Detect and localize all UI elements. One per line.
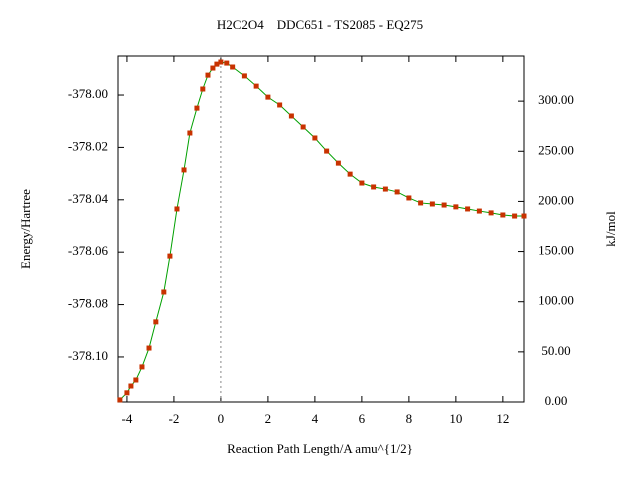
chart-title: H2C2O4 DDC651 - TS2085 - EQ275 (217, 17, 423, 32)
data-point (133, 377, 139, 383)
x-tick-label: 10 (449, 411, 462, 426)
data-point (418, 200, 424, 206)
data-point (371, 184, 377, 190)
data-point (465, 206, 471, 212)
data-point (128, 383, 134, 389)
x-tick-label: 2 (265, 411, 272, 426)
y-tick-label: -378.06 (68, 243, 109, 258)
series-line (119, 61, 524, 401)
data-point (253, 83, 259, 89)
data-point (382, 186, 388, 192)
data-point (241, 73, 247, 79)
data-point (174, 206, 180, 212)
data-point (347, 171, 353, 177)
y2-tick-label: 300.00 (538, 92, 574, 107)
data-point (194, 105, 200, 111)
data-point (288, 113, 294, 119)
data-point (488, 210, 494, 216)
y-tick-label: -378.02 (68, 138, 108, 153)
data-point (300, 124, 306, 130)
y-tick-label: -378.00 (68, 86, 108, 101)
data-point (146, 345, 152, 351)
y2-tick-label: 150.00 (538, 243, 574, 258)
y2-tick-label: 200.00 (538, 192, 574, 207)
data-point (429, 201, 435, 207)
y2-axis-label: kJ/mol (603, 211, 618, 247)
data-point (117, 397, 123, 403)
data-point (312, 135, 318, 141)
plot-frame (117, 55, 525, 403)
data-point (187, 130, 193, 136)
y2-tick-label: 50.00 (541, 343, 570, 358)
data-point (335, 160, 341, 166)
data-point (406, 195, 412, 201)
y2-tick-label: 250.00 (538, 142, 574, 157)
data-point (521, 213, 527, 219)
data-point (205, 72, 211, 78)
data-point (210, 65, 216, 71)
data-point (230, 64, 236, 70)
data-point (167, 253, 173, 259)
data-point (265, 94, 271, 100)
y2-tick-label: 100.00 (538, 293, 574, 308)
data-point (476, 208, 482, 214)
y2-tick-label: 0.00 (545, 393, 568, 408)
y-tick-label: -378.10 (68, 348, 108, 363)
y-axis-label: Energy/Hartree (18, 189, 33, 269)
data-point (139, 364, 145, 370)
x-tick-label: -2 (168, 411, 179, 426)
x-tick-label: -4 (122, 411, 133, 426)
data-point (218, 59, 224, 65)
y-tick-label: -378.08 (68, 296, 108, 311)
data-point (359, 180, 365, 186)
data-point (153, 319, 159, 325)
x-tick-label: 0 (218, 411, 225, 426)
data-point (200, 86, 206, 92)
data-point (441, 202, 447, 208)
x-tick-label: 4 (312, 411, 319, 426)
data-point (512, 213, 518, 219)
data-point (500, 212, 506, 218)
data-point (181, 167, 187, 173)
data-point (214, 61, 220, 67)
x-tick-label: 8 (406, 411, 413, 426)
data-point (124, 390, 130, 396)
data-point (394, 189, 400, 195)
x-tick-label: 12 (496, 411, 509, 426)
x-axis-label: Reaction Path Length/A amu^{1/2} (227, 441, 413, 456)
data-point (277, 102, 283, 108)
data-point (161, 289, 167, 295)
y-tick-label: -378.04 (68, 191, 109, 206)
data-point (324, 148, 330, 154)
data-point (453, 204, 459, 210)
x-tick-label: 6 (359, 411, 366, 426)
data-point (224, 60, 230, 66)
